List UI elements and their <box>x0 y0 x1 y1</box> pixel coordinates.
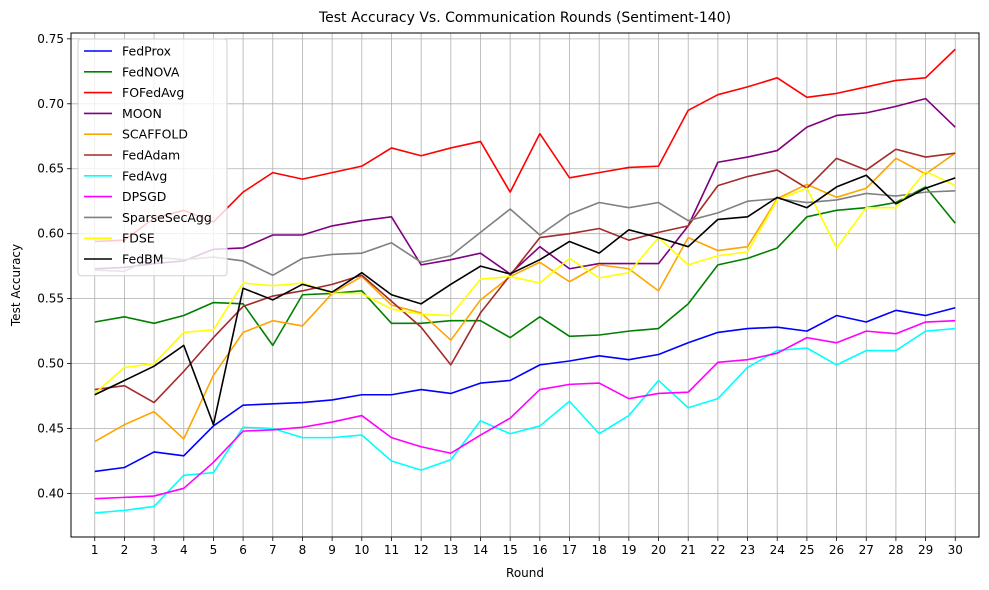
x-tick-label: 25 <box>799 543 814 557</box>
x-tick-label: 11 <box>384 543 399 557</box>
x-tick-label: 18 <box>592 543 607 557</box>
series-line-fedbm <box>94 174 956 426</box>
y-tick-label: 0.40 <box>37 486 64 500</box>
legend-label: FedProx <box>122 44 171 59</box>
x-tick-label: 3 <box>150 543 158 557</box>
x-tick-label: 23 <box>740 543 755 557</box>
plot-frame <box>70 32 980 538</box>
series-line-moon <box>94 97 956 275</box>
y-tick-label: 0.55 <box>37 292 64 306</box>
x-tick-label: 26 <box>829 543 844 557</box>
x-tick-label: 19 <box>621 543 636 557</box>
y-tick-label: 0.75 <box>37 32 64 46</box>
x-tick-label: 22 <box>710 543 725 557</box>
legend-box <box>77 38 228 277</box>
x-axis-label: Round <box>506 566 544 580</box>
legend: FedProx FedNOVA FOFedAvg MOON SCAFFOLD FedAda… <box>77 38 228 277</box>
y-tick-label: 0.60 <box>37 227 64 241</box>
x-tick-label: 29 <box>918 543 933 557</box>
y-tick-label: 0.45 <box>37 422 64 436</box>
chart-title: Test Accuracy Vs. Communication Rounds (… <box>318 10 731 26</box>
x-tick-label: 5 <box>210 543 218 557</box>
x-tick-label: 8 <box>299 543 307 557</box>
y-axis-label: Test Accuracy <box>9 244 23 327</box>
series-line-fedavg <box>94 327 956 514</box>
x-axis-ticks: 1 2 3 4 5 6 7 8 9 10 11 12 13 14 15 16 17 18 19 20 21 22 23 24 2… <box>91 537 963 557</box>
legend-label: FOFedAvg <box>122 85 184 100</box>
x-tick-label: 7 <box>269 543 277 557</box>
series-line-fednova <box>94 186 956 347</box>
series-line-fofedavg <box>94 48 956 243</box>
series-line-sparsesecagg <box>94 190 956 277</box>
x-tick-label: 13 <box>443 543 458 557</box>
x-tick-label: 16 <box>532 543 547 557</box>
legend-label: FedAvg <box>122 168 167 183</box>
y-tick-label: 0.70 <box>37 97 64 111</box>
legend-label: FDSE <box>122 231 155 246</box>
x-tick-label: 21 <box>681 543 696 557</box>
x-tick-label: 10 <box>354 543 369 557</box>
x-tick-label: 9 <box>328 543 336 557</box>
x-tick-label: 4 <box>180 543 188 557</box>
series-line-scaffold <box>94 152 956 443</box>
series-line-dpsgd <box>94 319 956 500</box>
x-tick-label: 14 <box>473 543 488 557</box>
legend-label: DPSGD <box>122 189 166 204</box>
legend-label: SCAFFOLD <box>122 127 188 142</box>
y-axis-ticks: 0.40 0.45 0.50 0.55 0.60 0.65 0.70 0.75 <box>37 32 71 500</box>
x-tick-label: 6 <box>239 543 247 557</box>
x-tick-label: 17 <box>562 543 577 557</box>
series-line-fedprox <box>94 306 956 473</box>
legend-label: FedBM <box>122 252 164 267</box>
y-tick-label: 0.50 <box>37 357 64 371</box>
plot-lines <box>94 48 956 514</box>
x-tick-label: 27 <box>859 543 874 557</box>
x-tick-label: 30 <box>948 543 963 557</box>
legend-label: MOON <box>122 106 162 121</box>
legend-label: SparseSecAgg <box>122 210 212 225</box>
x-tick-label: 2 <box>121 543 129 557</box>
series-line-fdse <box>94 170 956 395</box>
x-tick-label: 1 <box>91 543 99 557</box>
x-tick-label: 12 <box>414 543 429 557</box>
legend-label: FedAdam <box>122 148 180 163</box>
x-tick-label: 20 <box>651 543 666 557</box>
x-tick-label: 24 <box>770 543 785 557</box>
x-tick-label: 15 <box>503 543 518 557</box>
y-tick-label: 0.65 <box>37 162 64 176</box>
x-tick-label: 28 <box>888 543 903 557</box>
legend-label: FedNOVA <box>122 64 180 79</box>
